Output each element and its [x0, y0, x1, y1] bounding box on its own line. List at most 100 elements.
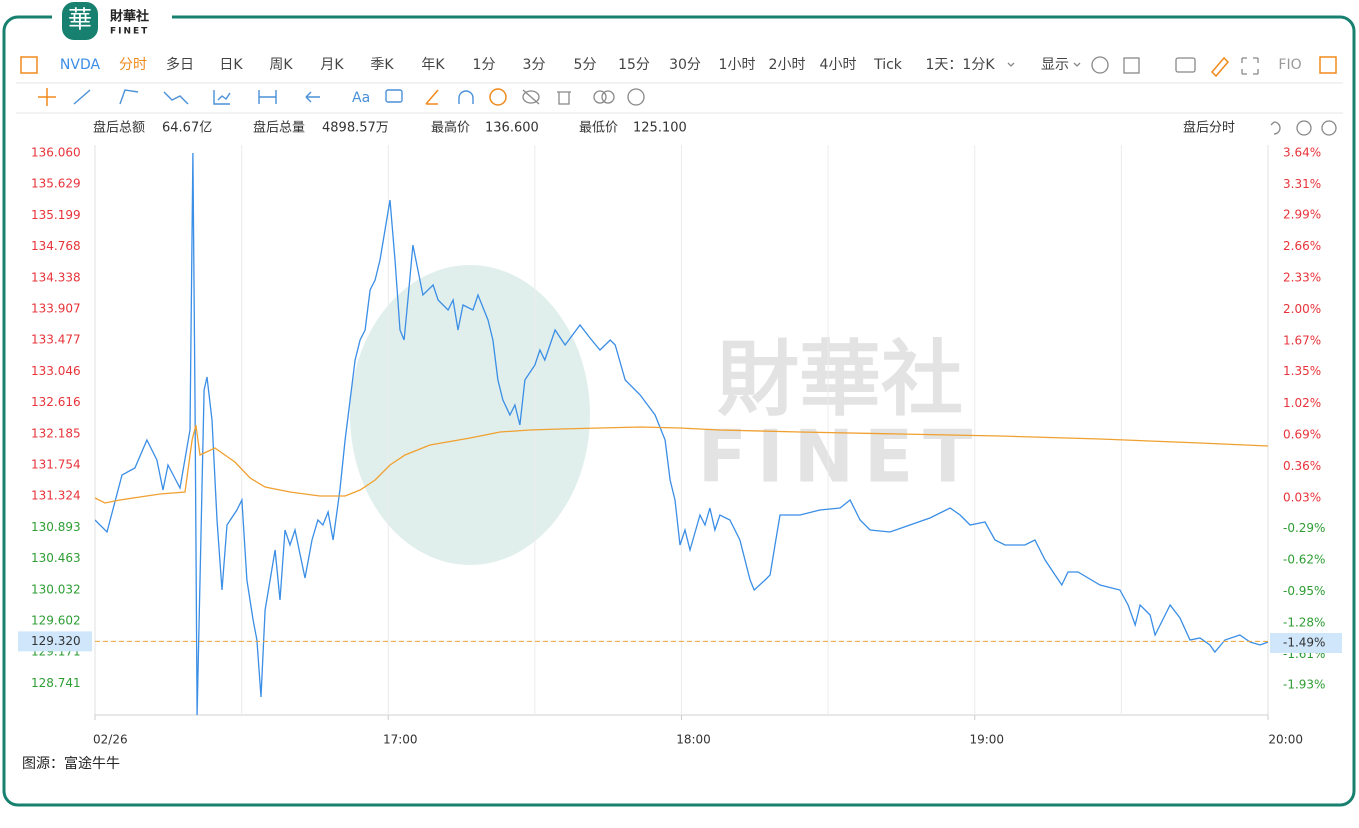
last-pct-label: -1.49%	[1283, 635, 1325, 649]
y2-tick-label: 0.69%	[1283, 427, 1321, 441]
tab[interactable]: FIO	[1278, 57, 1301, 73]
box-icon[interactable]	[1123, 57, 1140, 74]
poly-tool[interactable]	[119, 89, 139, 105]
tab[interactable]: 1小时	[719, 57, 756, 73]
camera-icon[interactable]	[1175, 57, 1196, 73]
stat-value: 136.600	[485, 121, 539, 136]
delete-tool[interactable]	[557, 91, 571, 105]
stat-value: 125.100	[633, 121, 687, 136]
y-tick-label: 130.893	[31, 520, 81, 534]
lock-tool[interactable]	[489, 88, 507, 106]
logo-name: 財華社	[109, 9, 149, 25]
fullscreen-icon[interactable]	[1241, 57, 1259, 75]
y-tick-label: 134.338	[31, 270, 81, 284]
settings-icon[interactable]	[1091, 56, 1109, 74]
tab[interactable]: 5分	[574, 57, 597, 73]
move-tool[interactable]	[38, 88, 56, 106]
dropdown-caret[interactable]	[1073, 62, 1081, 67]
y-tick-label: 131.754	[31, 458, 81, 472]
link-tool-2[interactable]	[601, 90, 615, 104]
y-tick-label: 133.907	[31, 301, 81, 315]
tab[interactable]: 分时	[119, 57, 147, 73]
y2-tick-label: 3.31%	[1283, 177, 1321, 191]
source: 图源：富途牛牛	[22, 755, 120, 772]
tab[interactable]: 周K	[269, 57, 293, 73]
y2-tick-label: -0.95%	[1283, 584, 1325, 598]
pen-icon[interactable]	[1210, 56, 1230, 78]
price-line	[95, 424, 1268, 504]
watermark-brand: 財華社	[717, 332, 963, 427]
x-tick-label: 17:00	[383, 733, 418, 747]
y2-tick-label: 2.33%	[1283, 271, 1321, 285]
tab[interactable]: 30分	[669, 57, 701, 73]
y2-tick-label: 2.66%	[1283, 239, 1321, 253]
mode-label[interactable]: 盘后分时	[1183, 120, 1235, 136]
y-tick-label: 131.324	[31, 489, 81, 503]
watermark-badge	[350, 265, 590, 565]
x-tick-label: 18:00	[676, 733, 711, 747]
tool-settings[interactable]	[627, 88, 645, 106]
tab[interactable]: 3分	[523, 57, 546, 73]
tab[interactable]: 多日	[166, 56, 194, 73]
stat-label: 盘后总额	[93, 120, 145, 136]
y2-tick-label: 1.02%	[1283, 396, 1321, 410]
last-price-box	[18, 631, 92, 652]
wave-tool[interactable]	[163, 91, 189, 105]
tab[interactable]: Tick	[873, 57, 903, 73]
magnet-tool[interactable]	[458, 90, 474, 104]
y-tick-label: 132.185	[31, 426, 81, 440]
watermark: 財華社 FINET	[350, 265, 983, 565]
y-tick-label: 135.629	[31, 177, 81, 191]
link-tool[interactable]	[593, 90, 607, 104]
stat-value: 64.67亿	[162, 121, 212, 136]
y-tick-label: 136.060	[31, 145, 81, 159]
hide-tool[interactable]	[522, 89, 540, 105]
stat-label: 最低价	[579, 121, 618, 136]
frame	[2, 15, 1356, 807]
watermark-latin: FINET	[698, 415, 983, 499]
chart: 02/26 17:00 18:00 19:00 20:00 136.060 135.629 1…	[18, 145, 1342, 747]
tab[interactable]: 1天：1分K	[926, 57, 996, 73]
panel-toggle-right[interactable]	[1319, 56, 1337, 74]
angle-tool[interactable]	[425, 89, 439, 105]
y2-tick-label: 2.00%	[1283, 302, 1321, 316]
y-tick-label: 129.602	[31, 613, 81, 627]
y-tick-label: 130.463	[31, 551, 81, 565]
stat-label: 盘后总量	[253, 120, 305, 136]
y-tick-label: 133.046	[31, 364, 81, 378]
y-tick-label: 130.032	[31, 582, 81, 596]
tab[interactable]: 月K	[320, 57, 344, 73]
price-line	[95, 152, 1268, 715]
note-tool[interactable]	[385, 89, 403, 103]
dropdown-caret[interactable]	[1007, 62, 1015, 67]
undo-icon[interactable]	[1270, 121, 1281, 135]
y2-tick-label: 2.99%	[1283, 208, 1321, 222]
y2-tick-label: 3.64%	[1283, 146, 1321, 160]
tab[interactable]: 4小时	[820, 57, 857, 73]
tab[interactable]: 15分	[618, 57, 650, 73]
tab[interactable]: 2小时	[769, 57, 806, 73]
chart-tool[interactable]	[213, 90, 231, 105]
x-tick-label: 19:00	[969, 733, 1004, 747]
y-tick-label: 133.477	[31, 333, 81, 347]
tab[interactable]: 1分	[473, 57, 496, 73]
zoom-out[interactable]	[1296, 120, 1312, 136]
y2-tick-label: -0.29%	[1283, 521, 1325, 535]
back-tool[interactable]	[305, 91, 320, 103]
y-tick-label: 128.741	[31, 676, 81, 690]
panel-toggle[interactable]	[20, 56, 38, 74]
y-tick-label: 132.616	[31, 395, 81, 409]
stat-label: 最高价	[431, 120, 470, 136]
x-tick-label: 02/26	[93, 733, 128, 747]
line-tool[interactable]	[73, 89, 91, 105]
font-tool[interactable]: Aa	[352, 90, 370, 106]
tab[interactable]: 显示	[1041, 57, 1069, 73]
tab[interactable]: 年K	[421, 57, 445, 73]
tab[interactable]: 季K	[370, 57, 394, 73]
tab[interactable]: NVDA	[60, 57, 101, 73]
tab[interactable]: 日K	[219, 57, 243, 73]
zoom-in[interactable]	[1321, 120, 1337, 136]
measure-tool[interactable]	[258, 90, 277, 104]
